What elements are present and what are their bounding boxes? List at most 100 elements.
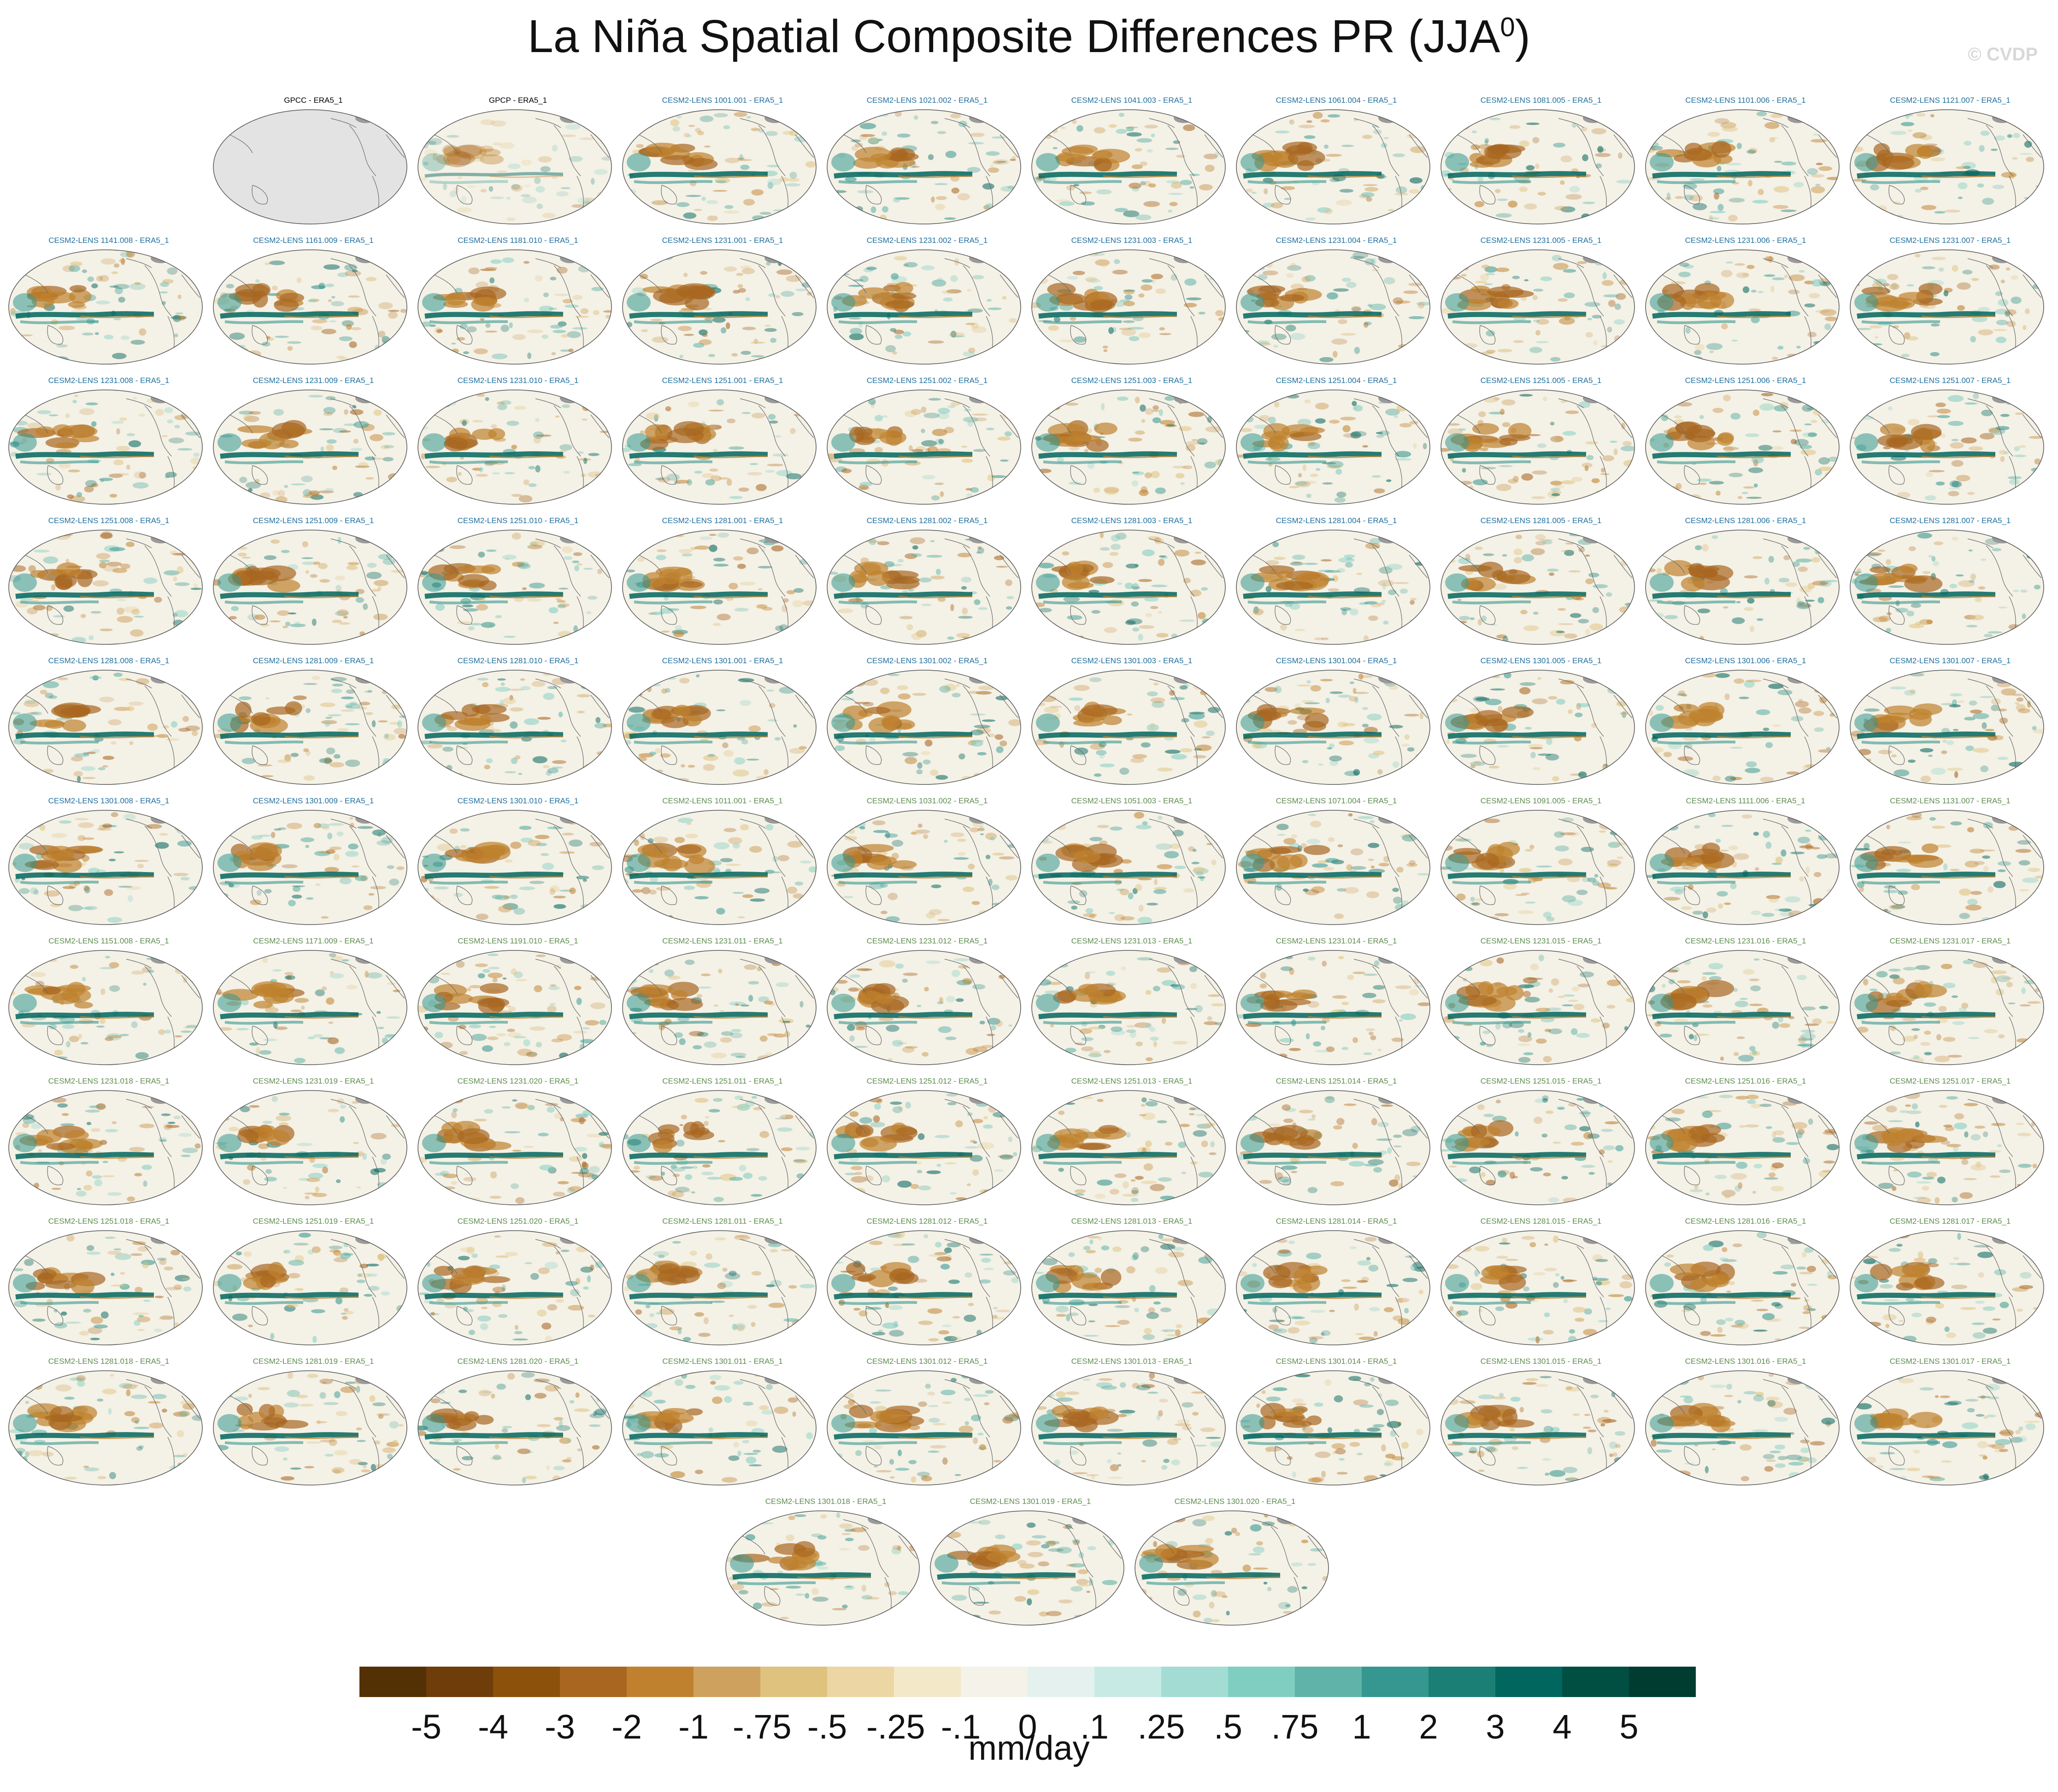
- map-border: [1031, 1230, 1226, 1345]
- panel-label: CESM2-LENS 1121.007 - ERA5_1: [1890, 96, 2011, 105]
- map-border: [622, 249, 817, 365]
- anomaly-field: [418, 1097, 612, 1204]
- map-border: [417, 109, 612, 224]
- greenland-landmass: [1992, 113, 2012, 123]
- world-map: [8, 1370, 203, 1485]
- map-panel: CESM2-LENS 1251.015 - ERA5_1: [1439, 1076, 1643, 1214]
- map-border: [1236, 1090, 1430, 1205]
- map-panel: CESM2-LENS 1231.001 - ERA5_1: [620, 235, 825, 373]
- coastlines: [229, 398, 405, 496]
- map-panel: CESM2-LENS 1301.002 - ERA5_1: [825, 655, 1029, 794]
- coastlines: [1047, 118, 1223, 216]
- map-border: [827, 530, 1021, 645]
- anomaly-field: [1236, 1094, 1429, 1197]
- map-panel: CESM2-LENS 1281.014 - ERA5_1: [1234, 1216, 1439, 1354]
- map-border: [1441, 1090, 1635, 1205]
- world-map: [1441, 670, 1635, 785]
- map-border: [827, 1230, 1021, 1345]
- anomaly-field: [1441, 672, 1631, 782]
- world-map: [1645, 530, 1840, 645]
- colorbar-swatch: [1094, 1667, 1161, 1697]
- panel-label: CESM2-LENS 1061.004 - ERA5_1: [1276, 96, 1397, 105]
- greenland-landmass: [764, 393, 785, 403]
- greenland-landmass: [1174, 1374, 1194, 1384]
- world-map: [1645, 950, 1840, 1065]
- world-map: [417, 389, 612, 505]
- panel-label: CESM2-LENS 1281.003 - ERA5_1: [1071, 516, 1193, 525]
- map-panel: CESM2-LENS 1231.007 - ERA5_1: [1848, 235, 2052, 373]
- world-map: [622, 670, 817, 785]
- map-panel: CESM2-LENS 1231.004 - ERA5_1: [1234, 235, 1439, 373]
- panel-label: CESM2-LENS 1171.009 - ERA5_1: [253, 937, 374, 945]
- anomaly-field: [9, 954, 202, 1063]
- map-border: [827, 1370, 1021, 1485]
- coastlines: [1151, 1519, 1327, 1617]
- map-border: [1236, 810, 1430, 925]
- greenland-landmass: [1072, 1514, 1093, 1524]
- world-map: [1645, 810, 1840, 925]
- anomaly-field: [1646, 111, 1839, 223]
- coastlines: [1252, 1379, 1428, 1477]
- anomaly-field: [623, 1096, 816, 1203]
- world-map: [1850, 1230, 2044, 1345]
- panel-label: CESM2-LENS 1251.009 - ERA5_1: [253, 516, 374, 525]
- panel-label: CESM2-LENS 1101.006 - ERA5_1: [1685, 96, 1806, 105]
- anomaly-field: [1236, 1233, 1430, 1344]
- coastlines: [229, 1099, 405, 1197]
- map-panel: CESM2-LENS 1281.013 - ERA5_1: [1029, 1216, 1234, 1354]
- anomaly-field: [1236, 112, 1427, 222]
- greenland-landmass: [764, 1094, 785, 1104]
- colorbar-tick-label: -.5: [807, 1708, 847, 1746]
- map-border: [827, 249, 1021, 365]
- world-map: [213, 1090, 407, 1205]
- map-border: [213, 950, 407, 1065]
- greenland-landmass: [560, 1374, 580, 1384]
- map-panel: GPCC - ERA5_1: [211, 95, 416, 233]
- greenland-landmass: [1788, 253, 1808, 263]
- map-border: [1441, 109, 1635, 224]
- world-map: [213, 670, 407, 785]
- panel-label: CESM2-LENS 1231.003 - ERA5_1: [1071, 236, 1193, 245]
- panel-label: CESM2-LENS 1231.014 - ERA5_1: [1276, 937, 1397, 945]
- colorbar-tick-label: 0: [1018, 1708, 1037, 1746]
- coastlines: [638, 819, 814, 916]
- greenland-landmass: [1992, 673, 2012, 684]
- world-map: [1236, 670, 1430, 785]
- map-panel: CESM2-LENS 1251.009 - ERA5_1: [211, 515, 416, 654]
- world-map: [1645, 109, 1840, 224]
- greenland-landmass: [1583, 954, 1603, 964]
- anomaly-field: [1646, 813, 1839, 923]
- colorbar-tick-label: -2: [612, 1708, 642, 1746]
- panel-label: CESM2-LENS 1071.004 - ERA5_1: [1276, 796, 1397, 805]
- greenland-landmass: [1788, 1094, 1808, 1104]
- map-panel: CESM2-LENS 1251.016 - ERA5_1: [1643, 1076, 1848, 1214]
- panel-label: CESM2-LENS 1251.015 - ERA5_1: [1480, 1077, 1602, 1085]
- colorbar-swatch: [627, 1667, 694, 1697]
- map-panel: CESM2-LENS 1301.007 - ERA5_1: [1848, 655, 2052, 794]
- world-map: [417, 950, 612, 1065]
- world-map: [1850, 810, 2044, 925]
- anomaly-field: [213, 1232, 406, 1343]
- panel-label: CESM2-LENS 1251.007 - ERA5_1: [1889, 376, 2011, 385]
- panel-label: CESM2-LENS 1251.018 - ERA5_1: [48, 1217, 170, 1226]
- colorbar-swatch: [1429, 1667, 1495, 1697]
- panel-label: CESM2-LENS 1151.008 - ERA5_1: [48, 937, 169, 945]
- map-panel: CESM2-LENS 1231.020 - ERA5_1: [416, 1076, 620, 1214]
- greenland-landmass: [1583, 253, 1603, 263]
- anomaly-field: [1236, 394, 1427, 503]
- greenland-landmass: [969, 113, 989, 123]
- colorbar-swatch: [1228, 1667, 1295, 1697]
- map-panel: CESM2-LENS 1231.017 - ERA5_1: [1848, 936, 2052, 1074]
- coastlines: [843, 258, 1019, 356]
- greenland-landmass: [560, 954, 580, 964]
- anomaly-field: [1646, 672, 1835, 783]
- map-panel: CESM2-LENS 1251.012 - ERA5_1: [825, 1076, 1029, 1214]
- world-map: [417, 1230, 612, 1345]
- map-border: [213, 1230, 407, 1345]
- panel-label: CESM2-LENS 1301.003 - ERA5_1: [1071, 656, 1193, 665]
- anomaly-field: [1240, 537, 1429, 642]
- anomaly-field: [1236, 251, 1430, 362]
- greenland-landmass: [1788, 673, 1808, 684]
- panel-label: CESM2-LENS 1191.010 - ERA5_1: [458, 937, 578, 945]
- panel-label: CESM2-LENS 1301.018 - ERA5_1: [765, 1497, 887, 1506]
